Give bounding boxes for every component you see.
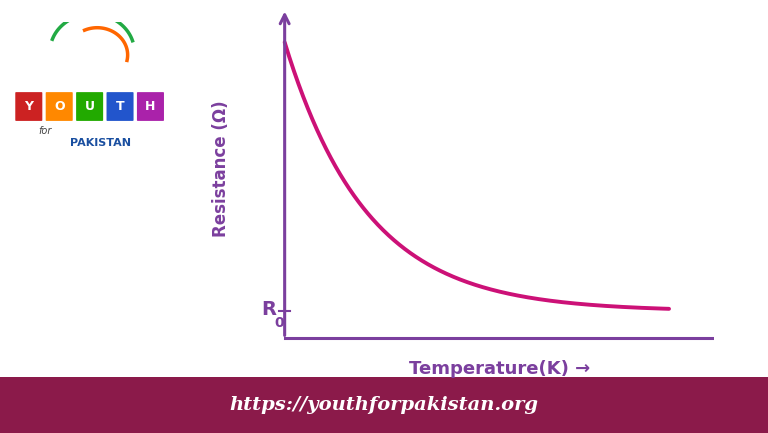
Text: O: O <box>54 100 65 113</box>
FancyBboxPatch shape <box>15 92 42 121</box>
Text: PAKISTAN: PAKISTAN <box>70 138 131 148</box>
Text: Temperature(K) →: Temperature(K) → <box>409 359 590 378</box>
FancyBboxPatch shape <box>137 92 164 121</box>
Text: H: H <box>145 100 156 113</box>
Text: R: R <box>262 300 276 319</box>
FancyBboxPatch shape <box>76 92 103 121</box>
FancyBboxPatch shape <box>46 92 73 121</box>
Text: T: T <box>116 100 124 113</box>
Text: Y: Y <box>25 100 33 113</box>
Text: for: for <box>38 126 51 136</box>
Text: Resistance (Ω): Resistance (Ω) <box>213 100 230 237</box>
Text: U: U <box>84 100 94 113</box>
FancyBboxPatch shape <box>107 92 134 121</box>
Text: https://youthforpakistan.org: https://youthforpakistan.org <box>230 396 538 414</box>
Text: 0: 0 <box>274 316 283 330</box>
